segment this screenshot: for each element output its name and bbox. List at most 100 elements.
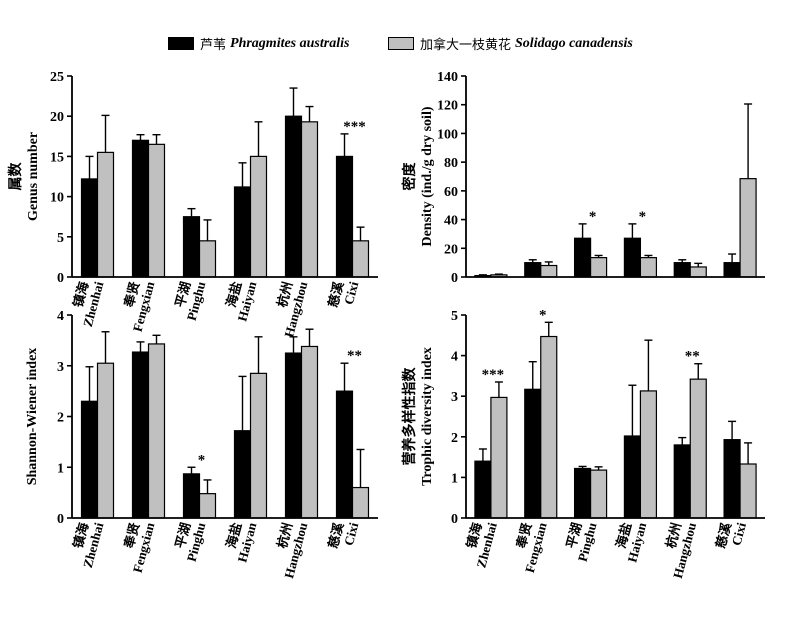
- legend-label-zh: 加拿大一枝黄花: [420, 38, 512, 53]
- y-axis-label: Trophic diversity index: [420, 347, 435, 486]
- bar: [474, 460, 492, 519]
- bar: [673, 262, 691, 278]
- significance-annotation: **: [347, 348, 362, 364]
- x-category-label-zh: 镇海: [70, 521, 91, 550]
- x-category-label: Cixi: [729, 521, 750, 548]
- y-axis-label: Density (ind./g dry soil): [420, 106, 435, 246]
- y-axis-label: Genus number: [26, 132, 41, 221]
- x-category-label-zh: 海盐: [613, 521, 634, 550]
- bar: [540, 264, 558, 278]
- x-category-label-zh: 平湖: [172, 521, 193, 550]
- bar: [182, 473, 201, 519]
- x-category-label: Cixi: [341, 280, 362, 307]
- bar: [147, 143, 166, 278]
- y-tick-label: 15: [50, 150, 64, 165]
- y-tick-label: 1: [451, 471, 458, 486]
- bar: [739, 463, 757, 519]
- significance-annotation: *: [639, 209, 647, 225]
- bar: [80, 178, 99, 278]
- bar: [623, 237, 642, 278]
- bar: [589, 469, 608, 519]
- y-tick-label: 0: [451, 271, 458, 286]
- y-tick-label: 0: [57, 512, 64, 527]
- bar: [131, 139, 150, 278]
- y-tick-label: 10: [50, 191, 64, 206]
- bar: [300, 345, 319, 519]
- significance-annotation: *: [539, 307, 547, 323]
- x-category-label-zh: 奉贤: [121, 521, 142, 551]
- y-tick-label: 4: [57, 309, 64, 324]
- bar: [300, 121, 319, 278]
- y-tick-label: 5: [57, 231, 64, 246]
- legend-item-solidago: 加拿大一枝黄花 Solidago canadensis: [388, 34, 633, 53]
- y-tick-label: 100: [437, 127, 458, 142]
- legend-label-latin: Phragmites australis: [230, 35, 350, 51]
- y-axis-label-zh: 营养多样性指数: [401, 367, 418, 466]
- bar: [623, 435, 642, 519]
- legend: 芦苇 Phragmites australis 加拿大一枝黄花 Solidago…: [0, 34, 800, 56]
- significance-annotation: ***: [482, 367, 505, 383]
- significance-annotation: *: [589, 209, 597, 225]
- y-tick-label: 0: [451, 512, 458, 527]
- bar: [540, 335, 558, 519]
- y-tick-label: 80: [444, 156, 458, 171]
- y-tick-label: 3: [57, 360, 64, 375]
- significance-annotation: **: [685, 349, 700, 365]
- x-category-label-zh: 海盐: [223, 280, 244, 309]
- legend-item-phragmites: 芦苇 Phragmites australis: [168, 34, 349, 53]
- bar: [589, 257, 608, 278]
- bar: [739, 178, 757, 278]
- y-axis-label-zh: 属数: [7, 162, 24, 191]
- x-category-label-zh: 平湖: [563, 521, 584, 550]
- bar: [131, 351, 150, 519]
- chart-panel-2: 0 20 40 60 80 100 120 140 * * 密度 Density (ind./g dr…: [401, 70, 765, 286]
- x-category-label-zh: 杭州: [274, 521, 295, 550]
- bar: [689, 266, 707, 278]
- bar: [249, 372, 268, 519]
- bar: [673, 444, 691, 519]
- significance-annotation: ***: [343, 119, 366, 135]
- bar: [233, 430, 252, 519]
- bar: [573, 237, 592, 278]
- bar: [284, 352, 303, 519]
- bar: [335, 155, 354, 278]
- bar: [198, 493, 217, 519]
- y-tick-label: 140: [437, 70, 458, 85]
- y-tick-label: 5: [451, 309, 458, 324]
- y-tick-label: 4: [451, 350, 458, 365]
- bar: [573, 467, 592, 519]
- bar: [249, 155, 268, 278]
- y-tick-label: 60: [444, 185, 458, 200]
- legend-label-zh: 芦苇: [200, 38, 227, 53]
- bar: [723, 439, 741, 519]
- x-category-label-zh: 杭州: [274, 280, 295, 309]
- bar: [284, 115, 303, 278]
- y-tick-label: 120: [437, 99, 458, 114]
- x-category-label-zh: 慈溪: [713, 520, 734, 550]
- x-category-label-zh: 慈溪: [325, 279, 346, 309]
- bar: [147, 343, 166, 519]
- x-category-label-zh: 奉贤: [513, 521, 534, 551]
- bar: [96, 362, 115, 519]
- x-category-label-zh: 杭州: [663, 521, 684, 550]
- bar: [233, 186, 252, 278]
- x-category-label: Cixi: [341, 521, 362, 548]
- bar: [335, 390, 354, 519]
- bar: [490, 396, 508, 519]
- x-category-label-zh: 平湖: [172, 280, 193, 309]
- legend-label-latin: Solidago canadensis: [515, 35, 633, 51]
- y-tick-label: 0: [57, 271, 64, 286]
- x-category-label-zh: 奉贤: [121, 280, 142, 310]
- bar: [198, 240, 217, 278]
- y-axis-label-zh: 密度: [401, 162, 418, 192]
- significance-annotation: *: [198, 452, 206, 468]
- y-tick-label: 2: [57, 411, 64, 426]
- x-category-label-zh: 镇海: [464, 521, 485, 550]
- y-tick-label: 2: [451, 431, 458, 446]
- bar: [689, 378, 707, 519]
- bar: [182, 216, 201, 278]
- bar: [524, 388, 542, 519]
